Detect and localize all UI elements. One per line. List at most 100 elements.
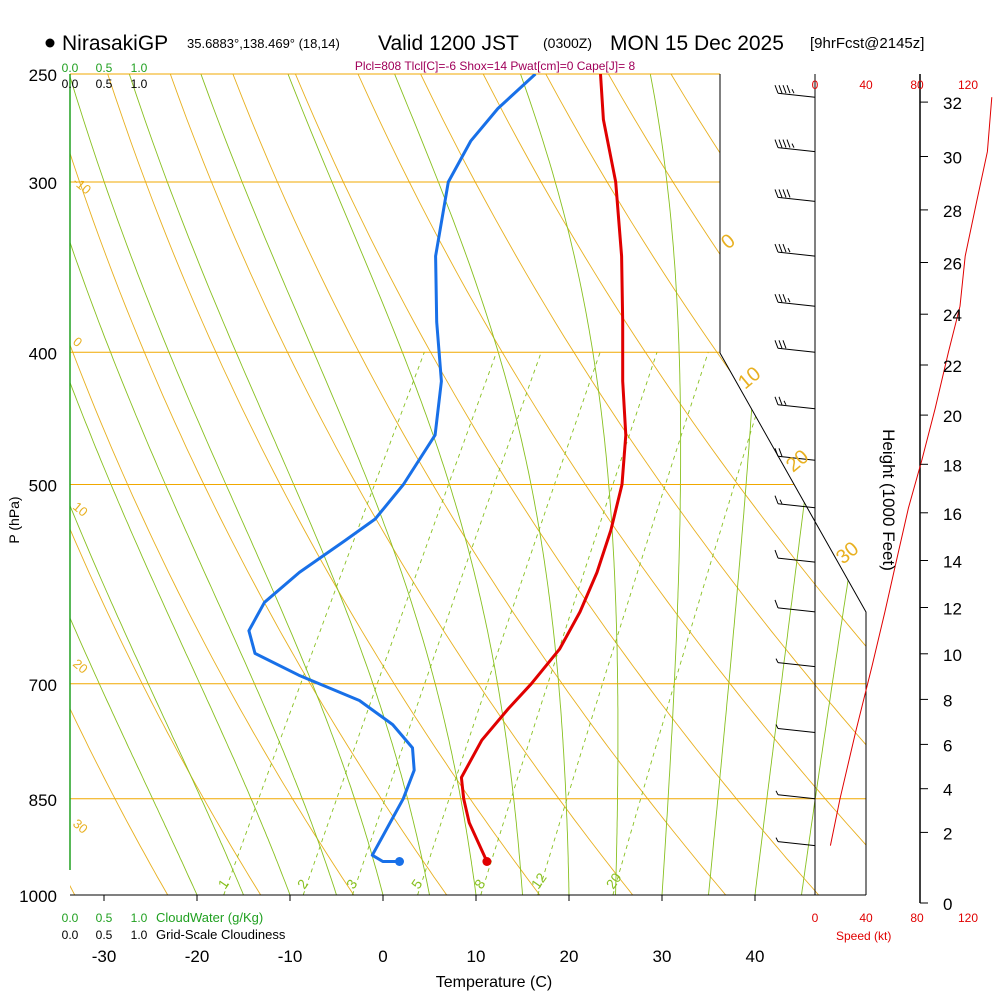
height-tick-label: 12: [943, 600, 962, 619]
wind-barb-flag: [782, 243, 787, 253]
wind-barb-flag: [774, 85, 779, 94]
cloud-water-tick-top: 0.5: [96, 61, 113, 75]
wind-barb-half-flag: [775, 837, 779, 842]
wind-barb-staff: [777, 794, 816, 800]
wind-barb-flag: [774, 495, 779, 504]
moist-adiabat: [394, 74, 570, 895]
moist-adiabat: [200, 74, 477, 895]
dry-adiabat: [294, 74, 820, 895]
wind-barb-flag: [782, 85, 787, 94]
moist-adiabat: [801, 74, 866, 895]
moist-adiabat: [520, 74, 619, 895]
temperature-tick-label: -20: [185, 947, 210, 966]
wind-barb-flag: [778, 189, 783, 198]
station-name: NirasakiGP: [62, 32, 168, 55]
height-tick-label: 10: [943, 646, 962, 665]
wind-barb: [774, 396, 816, 410]
wind-barb-flag: [778, 448, 783, 457]
dry-adiabat: [545, 74, 866, 895]
moist-adiabat: [70, 74, 337, 895]
wind-barb-staff: [777, 301, 816, 307]
wind-barb-flag: [778, 139, 783, 148]
moist-adiabat: [128, 74, 430, 895]
dry-adiabat: [420, 74, 866, 895]
wind-barb-flag: [774, 139, 779, 148]
height-tick-label: 24: [943, 306, 962, 325]
dry-adiabat-label: 0: [70, 334, 85, 350]
speed-tick-label-top: 80: [910, 78, 924, 92]
forecast-info: [9hrFcst@2145z]: [810, 35, 924, 52]
cloudiness-label: Grid-Scale Cloudiness: [156, 927, 286, 942]
wind-barb-flag: [774, 549, 779, 559]
wind-barb: [774, 85, 816, 98]
wind-barb-flag: [778, 243, 783, 253]
wind-barb-staff: [777, 728, 816, 733]
wind-barb-staff: [777, 92, 816, 98]
wind-barb: [774, 599, 816, 613]
wind-barb-staff: [777, 607, 816, 613]
pressure-tick-label: 1000: [19, 887, 57, 906]
wind-barb: [775, 724, 816, 733]
dry-adiabat: [357, 74, 866, 895]
temperature-tick-label: 30: [653, 947, 672, 966]
wind-barb-flag: [774, 448, 779, 457]
cloudiness-tick-top: 0.0: [62, 77, 79, 91]
height-tick-label: 28: [943, 202, 962, 221]
dry-adiabat-label: 30: [832, 538, 863, 569]
pressure-tick-label: 700: [29, 676, 57, 695]
dry-adiabat-label: 10: [70, 499, 91, 520]
cloudiness-tick-top: 1.0: [131, 77, 148, 91]
speed-tick-label-top: 120: [958, 78, 978, 92]
temperature-tick-label: -10: [278, 947, 303, 966]
wind-barb-staff: [777, 404, 816, 410]
wind-barb-half-flag: [775, 658, 779, 663]
wind-speed-profile: [829, 97, 993, 846]
wind-barb: [775, 837, 816, 847]
wind-barb-flag: [774, 294, 779, 303]
dry-adiabat: [70, 74, 169, 895]
wind-barb-half-flag: [791, 143, 795, 148]
wind-barb-flag: [778, 396, 783, 405]
wind-barb: [774, 448, 816, 461]
cloudiness-tick-bottom: 0.0: [62, 928, 79, 942]
speed-tick-label-bottom: 40: [859, 911, 873, 925]
speed-tick-label-bottom: 120: [958, 911, 978, 925]
height-tick-label: 0: [943, 895, 952, 914]
dry-adiabat: [107, 74, 541, 895]
cloudiness-tick-top: 0.5: [96, 77, 113, 91]
wind-barb-half-flag: [791, 88, 795, 94]
moist-adiabat: [70, 74, 291, 895]
wind-barb: [774, 294, 816, 307]
height-tick-label: 6: [943, 736, 952, 755]
wind-barb-flag: [778, 294, 783, 303]
chart-header: NirasakiGP 35.6883°,138.469° (18,14) Val…: [45, 32, 924, 73]
speed-tick-label-bottom: 0: [812, 911, 819, 925]
wind-barb-flag: [782, 294, 787, 303]
wind-barb: [775, 790, 816, 800]
wind-barb-staff: [777, 455, 816, 461]
wind-barb-flag: [786, 139, 791, 148]
wind-barb-staff: [777, 196, 816, 202]
dry-adiabat-label: 30: [70, 816, 91, 837]
dry-adiabat: [169, 74, 634, 895]
speed-axis-title: Speed (kt): [836, 929, 891, 943]
wind-barb-staff: [777, 147, 816, 153]
wind-barb-half-flag: [787, 297, 791, 303]
pressure-tick-label: 400: [29, 344, 57, 363]
height-tick-label: 8: [943, 691, 952, 710]
height-tick-label: 30: [943, 149, 962, 168]
wind-barb-flag: [778, 85, 783, 94]
y-axis-title: P (hPa): [6, 496, 22, 543]
height-tick-label: 32: [943, 94, 962, 113]
wind-barb: [774, 495, 816, 509]
valid-date: MON 15 Dec 2025: [610, 32, 784, 55]
wind-barb-flag: [774, 599, 779, 609]
wind-barb-half-flag: [783, 400, 787, 406]
mixing-ratio-line: [351, 352, 542, 895]
wind-barb-half-flag: [775, 724, 779, 729]
station-dot-icon: [45, 38, 55, 48]
pressure-tick-label: 250: [29, 66, 57, 85]
height-tick-label: 18: [943, 456, 962, 475]
